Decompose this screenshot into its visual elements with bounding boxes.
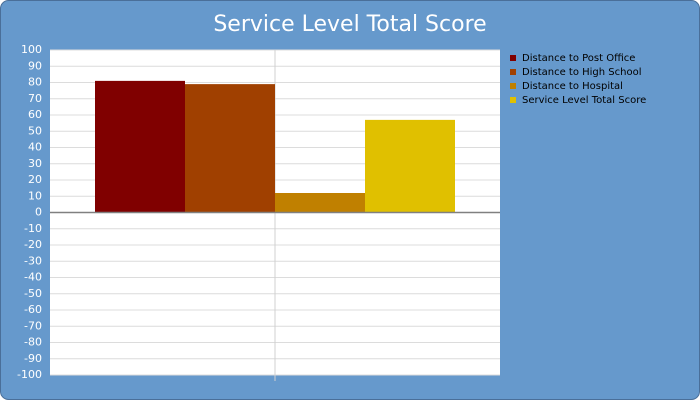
- y-tick-label: -50: [24, 287, 42, 300]
- legend-label: Service Level Total Score: [522, 95, 646, 106]
- legend-swatch: [510, 55, 516, 61]
- y-tick-label: 10: [28, 189, 42, 202]
- y-tick-label: -40: [24, 271, 42, 284]
- y-tick-label: 80: [28, 76, 42, 89]
- legend-swatch: [510, 69, 516, 75]
- legend-swatch: [510, 97, 516, 103]
- y-tick-label: -60: [24, 303, 42, 316]
- bars: [95, 80, 455, 213]
- y-tick-label: 40: [28, 141, 42, 154]
- bar: [185, 84, 275, 213]
- legend-swatch: [510, 83, 516, 89]
- legend-label: Distance to Post Office: [522, 53, 635, 64]
- legend: Distance to Post Office Distance to High …: [510, 53, 646, 106]
- y-tick-label: 90: [28, 59, 42, 72]
- bar: [365, 119, 455, 213]
- bar: [275, 193, 365, 213]
- y-tick-label: 60: [28, 108, 42, 121]
- legend-label: Distance to High School: [522, 67, 641, 78]
- y-tick-label: 0: [35, 206, 42, 219]
- y-tick-label: -10: [24, 222, 42, 235]
- y-tick-label: 20: [28, 173, 42, 186]
- legend-label: Distance to Hospital: [522, 81, 623, 92]
- y-tick-label: 50: [28, 124, 42, 137]
- y-tick-label: -20: [24, 238, 42, 251]
- y-tick-label: -80: [24, 336, 42, 349]
- y-tick-label: 70: [28, 92, 42, 105]
- bar: [95, 80, 185, 213]
- y-tick-label: 100: [21, 43, 42, 56]
- y-tick-label: 30: [28, 157, 42, 170]
- y-tick-label: -100: [17, 368, 42, 381]
- y-tick-label: -30: [24, 254, 42, 267]
- chart-title: Service Level Total Score: [213, 12, 486, 37]
- y-tick-label: -90: [24, 352, 42, 365]
- y-tick-label: -70: [24, 319, 42, 332]
